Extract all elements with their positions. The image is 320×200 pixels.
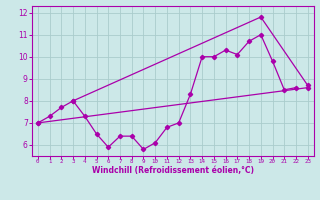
X-axis label: Windchill (Refroidissement éolien,°C): Windchill (Refroidissement éolien,°C) [92, 166, 254, 175]
